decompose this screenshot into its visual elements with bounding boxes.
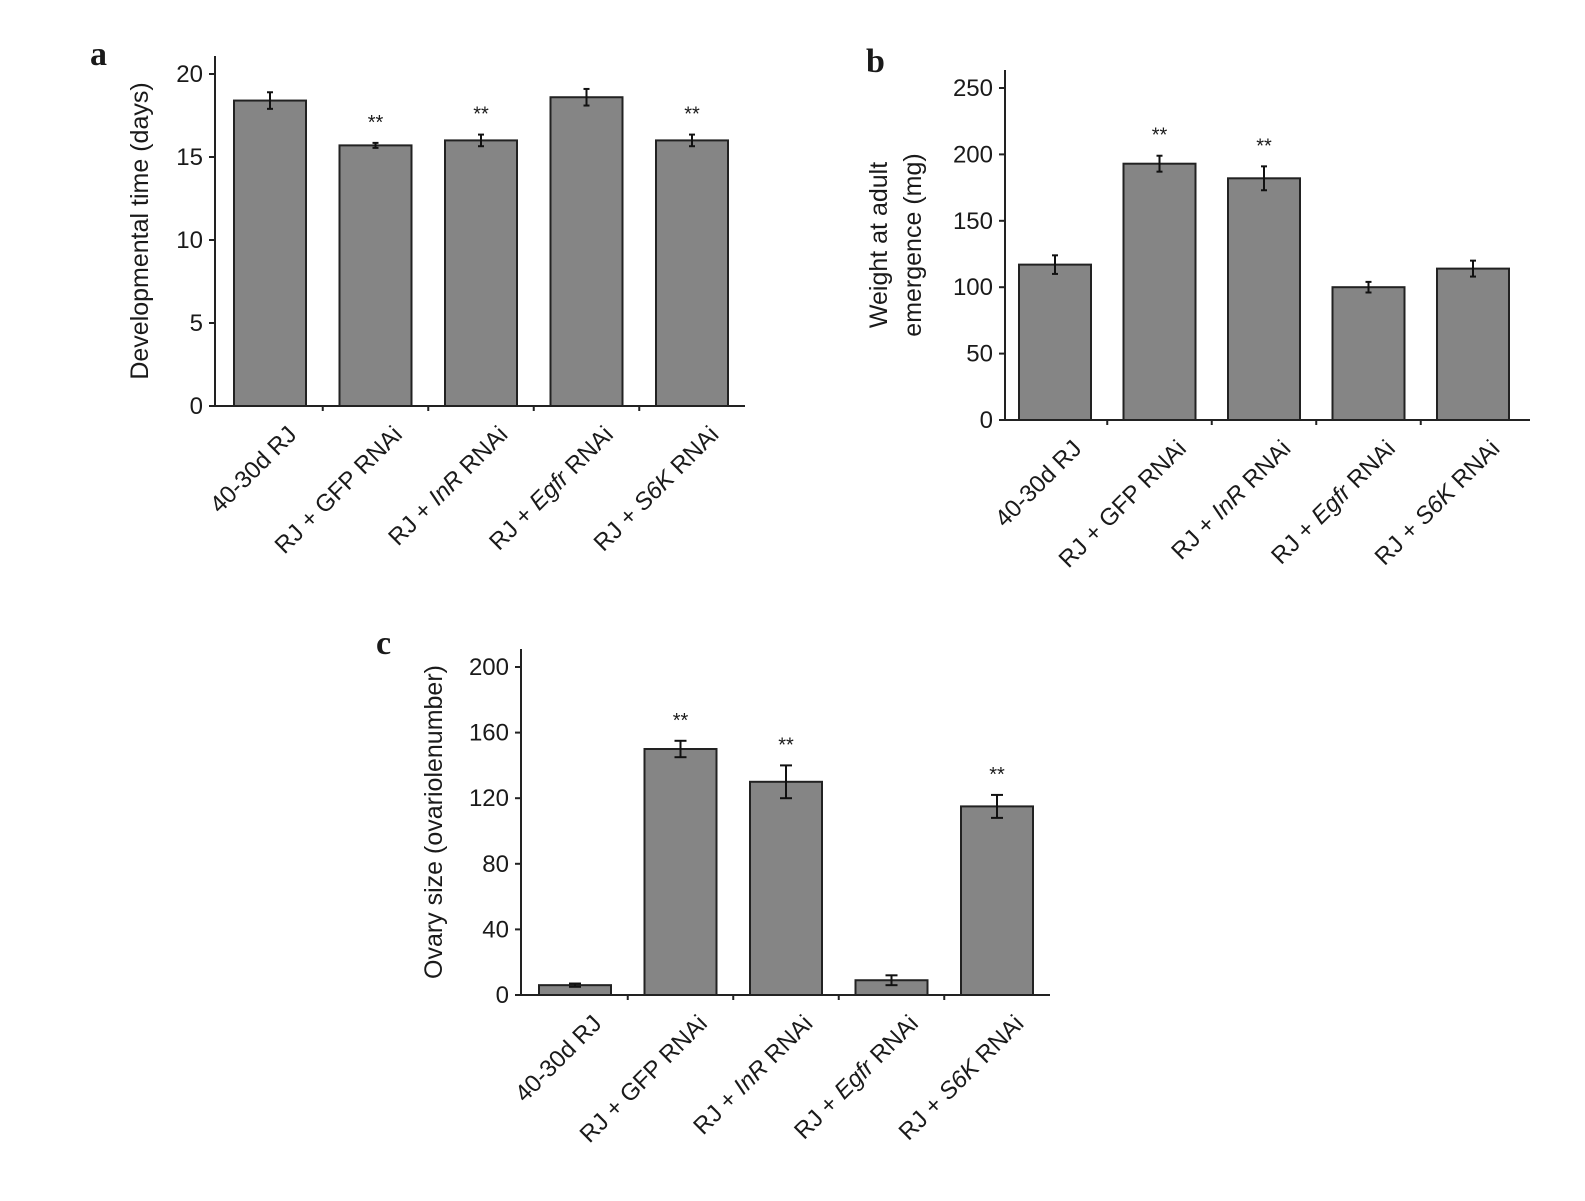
panel-label: a: [90, 36, 107, 73]
y-axis-title: Weight at adult: [865, 162, 893, 328]
significance-label: **: [684, 104, 700, 126]
y-tick-label: 150: [953, 208, 993, 235]
bar: [749, 780, 823, 996]
significance-label: **: [1256, 135, 1272, 157]
y-tick-label: 15: [176, 144, 203, 171]
y-tick-label: 250: [953, 75, 993, 102]
y-tick-label: 200: [469, 654, 509, 681]
significance-label: **: [473, 104, 489, 126]
panel-c: c 0 40 80 120 160 200 Ovary size (ovariolenumbe…: [376, 625, 1050, 1148]
panel-label: b: [866, 43, 885, 80]
y-tick-label: 160: [469, 720, 509, 747]
bar: [444, 139, 518, 407]
significance-label: **: [989, 764, 1005, 786]
y-tick-label: 50: [966, 341, 993, 368]
bar: [960, 805, 1034, 997]
significance-label: **: [368, 112, 384, 134]
bar: [549, 96, 624, 408]
panel-label: c: [376, 625, 391, 662]
significance-label: **: [1152, 125, 1168, 147]
y-tick-label: 5: [190, 310, 203, 337]
bar: [643, 748, 718, 996]
panel-b: b 0 50 100 150 200 250 Weight at adult emergence…: [865, 43, 1530, 573]
bar: [655, 139, 729, 407]
bar: [1227, 177, 1301, 421]
y-axis-title: Developmental time (days): [126, 82, 154, 379]
y-tick-label: 80: [482, 851, 509, 878]
x-tick-label: 40-30d RJ: [510, 1010, 607, 1107]
y-tick-label: 20: [176, 61, 203, 88]
y-tick-label: 0: [496, 982, 509, 1009]
y-tick-label: 40: [482, 916, 509, 943]
y-tick-label: 0: [980, 407, 993, 434]
bar: [1331, 286, 1406, 422]
panel-a: a 0 5 10 15 20 Developmental time (days) 40-30d…: [90, 36, 745, 559]
y-tick-label: 0: [190, 393, 203, 420]
bar: [1436, 267, 1510, 421]
y-axis-title: emergence (mg): [899, 153, 927, 336]
significance-label: **: [778, 734, 794, 756]
bar: [233, 99, 307, 407]
x-tick-label: 40-30d RJ: [990, 435, 1087, 532]
x-tick-label: 40-30d RJ: [205, 421, 302, 518]
bar: [1018, 263, 1092, 421]
y-tick-label: 200: [953, 141, 993, 168]
y-tick-label: 100: [953, 274, 993, 301]
significance-label: **: [673, 710, 689, 732]
bar: [338, 144, 413, 407]
y-tick-label: 120: [469, 785, 509, 812]
y-tick-label: 10: [176, 227, 203, 254]
bar: [1122, 162, 1197, 421]
y-axis-title: Ovary size (ovariolenumber): [420, 665, 448, 979]
